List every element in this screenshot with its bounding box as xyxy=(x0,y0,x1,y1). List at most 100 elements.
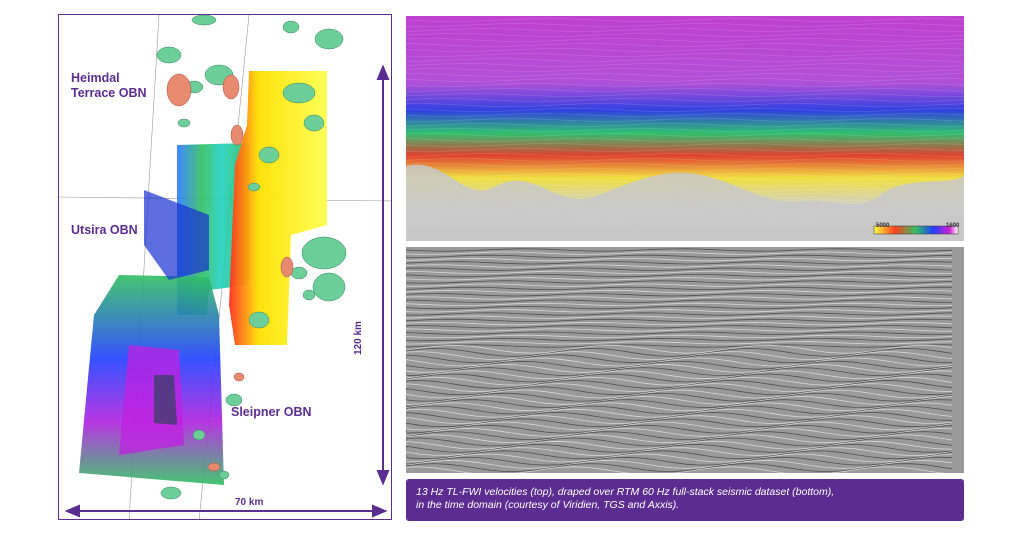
velocity-reflector-line xyxy=(406,113,964,117)
seismic-reflector-line xyxy=(406,248,953,252)
seismic-reflector-line xyxy=(406,344,953,354)
seismic-reflector-line xyxy=(406,389,953,399)
seismic-reflector-line xyxy=(406,296,953,300)
seismic-reflector-line xyxy=(406,363,953,373)
seismic-reflector-line xyxy=(406,466,946,473)
horizontal-dimension-label: 70 km xyxy=(235,497,264,508)
heimdal-label: Heimdal Terrace OBN xyxy=(71,71,147,101)
seismic-reflector-line xyxy=(406,443,953,453)
seismic-reflector-line xyxy=(406,415,953,425)
seismic-reflector-line xyxy=(406,437,953,447)
caption-line2: in the time domain (courtesy of Viridien… xyxy=(416,499,680,511)
seismic-reflector-line xyxy=(406,456,953,466)
seismic-reflector-line xyxy=(406,315,953,319)
velocity-reflector-line xyxy=(406,28,964,32)
seismic-reflector-line xyxy=(406,459,953,469)
seismic-reflector-line xyxy=(406,321,953,326)
caption-line1: 13 Hz TL-FWI velocities (top), draped ov… xyxy=(416,486,835,498)
velocity-reflector-line xyxy=(406,123,964,127)
velocity-reflector-line xyxy=(406,73,964,77)
seismic-reflector-line xyxy=(406,331,953,335)
heimdal-label-line1: Heimdal xyxy=(71,71,120,85)
seismic-reflector-line xyxy=(406,325,953,329)
seismic-reflector-line xyxy=(406,367,953,377)
velocity-reflector-line xyxy=(406,163,964,167)
velocity-reflector-line xyxy=(406,133,964,137)
utsira-label: Utsira OBN xyxy=(71,223,138,237)
velocity-reflector-line xyxy=(406,93,964,97)
figure-caption: 13 Hz TL-FWI velocities (top), draped ov… xyxy=(406,479,964,521)
velocity-reflector-line xyxy=(406,83,964,87)
seismic-reflector-line xyxy=(406,261,953,265)
seismic-reflector-line xyxy=(406,386,953,396)
horizontal-dimension-arrow xyxy=(64,504,388,518)
velocity-reflector-line xyxy=(406,143,964,147)
velocity-reflector-line xyxy=(406,63,964,67)
survey-map-panel: Heimdal Terrace OBN Utsira OBN Sleipner … xyxy=(58,14,392,520)
velocity-reflector-line xyxy=(406,103,964,107)
seismic-reflector-line xyxy=(406,257,953,262)
velocity-reflector-line xyxy=(406,58,964,62)
seismic-reflector-line xyxy=(406,370,953,380)
velocity-reflector-line xyxy=(406,168,964,172)
seismic-reflector-line xyxy=(406,305,953,310)
seismic-reflector-line xyxy=(406,312,953,316)
seismic-reflector-line xyxy=(406,402,953,412)
velocity-colorbar xyxy=(873,225,959,235)
velocity-reflector-line xyxy=(406,88,964,92)
seismic-reflector-line xyxy=(406,267,953,271)
seismic-reflector-line xyxy=(406,431,953,441)
seismic-reflector-line xyxy=(406,328,953,332)
seismic-reflector-line xyxy=(406,427,953,437)
seismic-reflector-line xyxy=(406,379,953,389)
velocity-reflector-line xyxy=(406,38,964,42)
vertical-dimension-label: 120 km xyxy=(353,321,364,355)
basement-surface xyxy=(406,164,964,241)
blue-anomaly xyxy=(144,190,209,280)
seismic-reflector-line xyxy=(406,351,953,361)
velocity-reflector-line xyxy=(406,98,964,102)
seismic-reflector-line xyxy=(406,399,953,409)
seismic-reflector-line xyxy=(406,302,953,307)
seismic-reflector-line xyxy=(406,354,953,364)
seismic-reflector-line xyxy=(406,405,953,415)
seismic-reflector-line xyxy=(406,277,953,281)
colorbar-min-label: 5000 xyxy=(876,223,890,229)
seismic-reflector-line xyxy=(406,450,953,460)
seismic-reflector-line xyxy=(406,418,953,428)
velocity-reflector-line xyxy=(406,138,964,142)
velocity-reflector-line xyxy=(406,53,964,57)
velocity-reflector-line xyxy=(406,43,964,47)
seismic-reflector-line xyxy=(406,309,953,313)
seismic-reflector-line xyxy=(406,286,953,291)
seismic-reflector-line xyxy=(406,337,953,342)
seismic-reflector-line xyxy=(406,395,953,405)
seismic-reflector-line xyxy=(406,424,953,434)
seismic-reflector-line xyxy=(406,299,953,303)
seismic-reflector-line xyxy=(406,383,953,393)
heimdal-label-line2: Terrace OBN xyxy=(71,86,147,100)
seismic-reflector-line xyxy=(406,254,953,259)
seismic-reflector-line xyxy=(406,360,953,370)
velocity-reflector-line xyxy=(406,78,964,82)
seismic-reflector-line xyxy=(406,347,953,357)
seismic-reflector-line xyxy=(406,264,953,268)
seismic-reflector-line xyxy=(406,392,953,402)
seismic-reflector-line xyxy=(406,447,953,457)
seismic-reflector-line xyxy=(406,373,953,383)
velocity-reflector-line xyxy=(406,158,964,162)
oil-gas-fields xyxy=(156,15,347,500)
colorbar-max-label: 1600 xyxy=(946,223,960,229)
vertical-dimension-arrow xyxy=(376,64,390,486)
purple-anomaly xyxy=(119,345,184,455)
seismic-panel xyxy=(406,247,964,473)
seismic-reflector-line xyxy=(406,453,953,463)
salmon-fields xyxy=(166,73,294,472)
velocity-reflector-line xyxy=(406,48,964,52)
survey-map xyxy=(59,15,391,519)
velocity-reflector-line xyxy=(406,33,964,37)
seismic-reflectors xyxy=(406,248,953,473)
seismic-reflector-line xyxy=(406,289,953,294)
seismic-reflector-line xyxy=(406,411,953,421)
seismic-image xyxy=(406,247,964,473)
